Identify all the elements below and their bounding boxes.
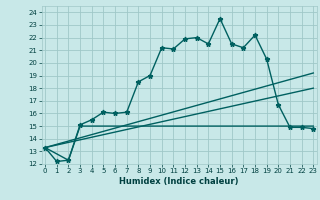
X-axis label: Humidex (Indice chaleur): Humidex (Indice chaleur)	[119, 177, 239, 186]
